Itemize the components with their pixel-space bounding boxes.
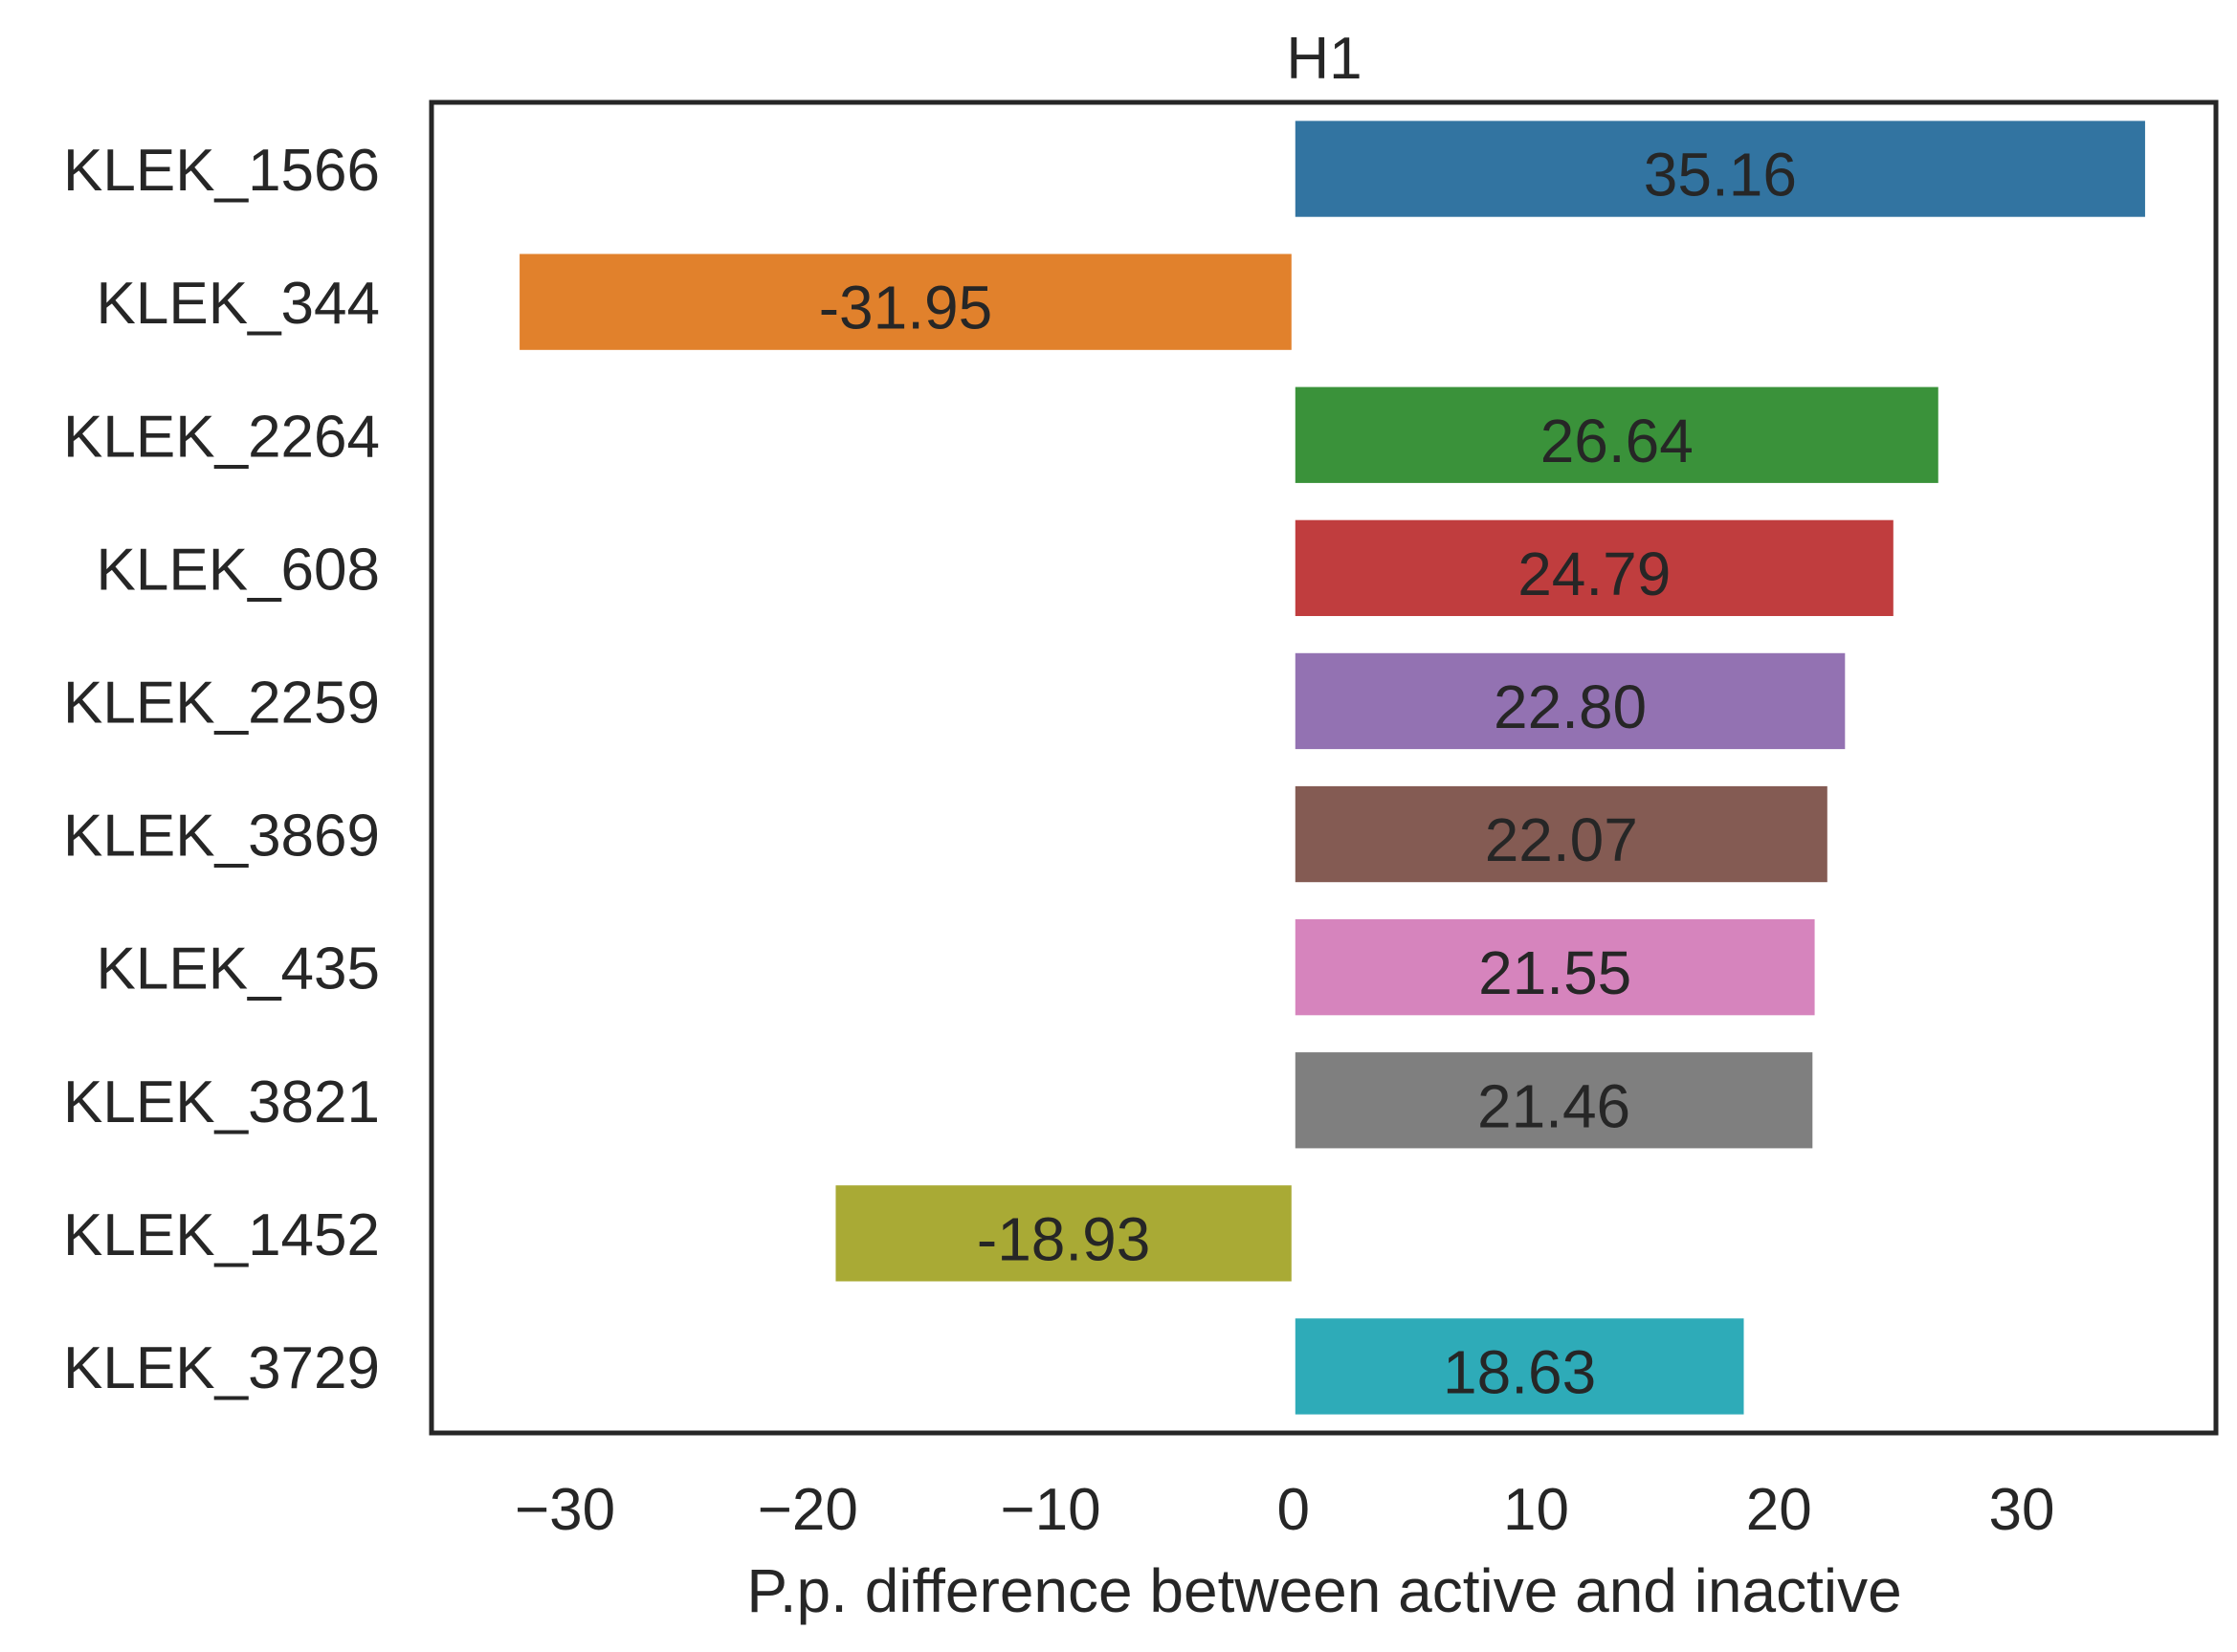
x-tick-label: 0 xyxy=(1277,1477,1310,1543)
bar-klek-344 xyxy=(516,250,1296,354)
bar-value-label: 18.63 xyxy=(1443,1337,1596,1406)
bar-value-label: -18.93 xyxy=(977,1204,1150,1273)
bar-value-label: 24.79 xyxy=(1517,540,1671,608)
y-tick-label: KLEK_2259 xyxy=(63,670,380,736)
y-tick-label: KLEK_1566 xyxy=(63,138,380,204)
y-tick-label: KLEK_1452 xyxy=(63,1202,380,1268)
bar-value-label: 21.55 xyxy=(1478,938,1631,1007)
x-axis: −30 −20 −10 0 10 20 30 xyxy=(515,1477,2055,1543)
bar-klek-2264 xyxy=(1291,383,1942,487)
bar-klek-608 xyxy=(1291,516,1897,621)
y-tick-label: KLEK_3821 xyxy=(63,1069,380,1135)
bar-value-label: 22.80 xyxy=(1494,672,1647,741)
x-tick-label: −30 xyxy=(515,1477,615,1543)
bar-value-label: 26.64 xyxy=(1540,407,1694,475)
bar-klek-2259 xyxy=(1291,649,1849,754)
y-tick-label: KLEK_3869 xyxy=(63,804,380,870)
bar-value-label: -31.95 xyxy=(819,274,992,342)
bar-value-label: 22.07 xyxy=(1485,805,1638,874)
x-tick-label: 20 xyxy=(1746,1477,1812,1543)
x-tick-label: −20 xyxy=(758,1477,858,1543)
x-tick-label: 30 xyxy=(1989,1477,2055,1543)
bar-klek-435 xyxy=(1291,914,1819,1020)
x-axis-label: P.p. difference between active and inact… xyxy=(746,1556,1901,1625)
x-tick-label: 10 xyxy=(1503,1477,1569,1543)
y-tick-label: KLEK_3729 xyxy=(63,1335,380,1401)
bar-klek-3821 xyxy=(1291,1048,1817,1153)
y-tick-label: KLEK_608 xyxy=(97,537,380,603)
bar-klek-3729 xyxy=(1291,1314,1748,1419)
y-axis: KLEK_1566 KLEK_344 KLEK_2264 KLEK_608 KLEK_2… xyxy=(63,138,380,1401)
x-tick-label: −10 xyxy=(1000,1477,1100,1543)
bar-labels-layer: 35.16 -31.95 26.64 24.79 22.80 22.07 21.55 21.4… xyxy=(819,141,1797,1407)
plot-frame xyxy=(429,99,2219,1436)
bar-value-label: 35.16 xyxy=(1644,141,1797,209)
bars-layer xyxy=(516,117,2149,1419)
chart-title: H1 xyxy=(1286,26,1362,92)
bar-klek-1566 xyxy=(1291,117,2149,221)
bar-value-label: 21.46 xyxy=(1477,1071,1630,1140)
y-tick-label: KLEK_344 xyxy=(97,271,380,337)
bar-klek-3869 xyxy=(1291,782,1831,887)
bar-klek-1452 xyxy=(831,1181,1296,1286)
y-tick-label: KLEK_2264 xyxy=(63,404,380,470)
y-tick-label: KLEK_435 xyxy=(97,936,380,1002)
